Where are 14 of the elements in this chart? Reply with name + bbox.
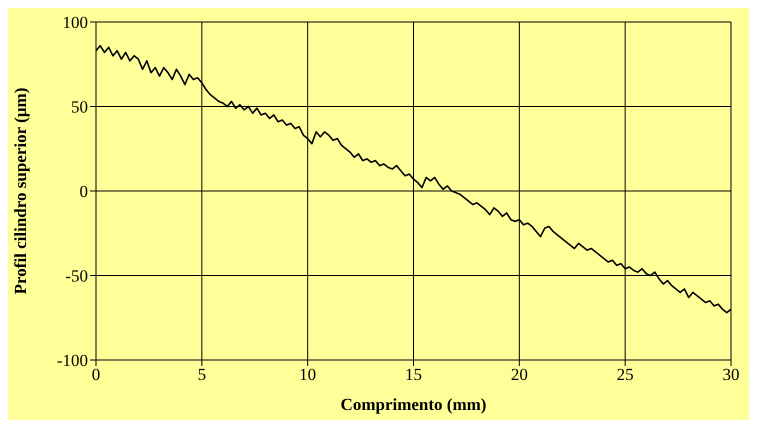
- x-tick-label: 15: [405, 365, 422, 384]
- x-tick-label: 25: [616, 365, 634, 384]
- y-tick-label: -100: [56, 351, 88, 370]
- y-tick-label: 50: [71, 98, 88, 117]
- x-tick-label: 0: [92, 365, 100, 384]
- y-tick-label: -50: [65, 266, 88, 286]
- y-axis-title: Profil cilindro superior (µm): [11, 88, 30, 294]
- x-tick-label: 30: [722, 365, 740, 384]
- x-tick-label: 20: [510, 365, 528, 384]
- y-tick-label: 0: [80, 182, 88, 202]
- x-axis-title: Comprimento (mm): [340, 395, 486, 414]
- x-tick-label: 5: [198, 365, 206, 384]
- x-tick-label: 10: [299, 365, 316, 384]
- y-tick-label: 100: [62, 13, 88, 32]
